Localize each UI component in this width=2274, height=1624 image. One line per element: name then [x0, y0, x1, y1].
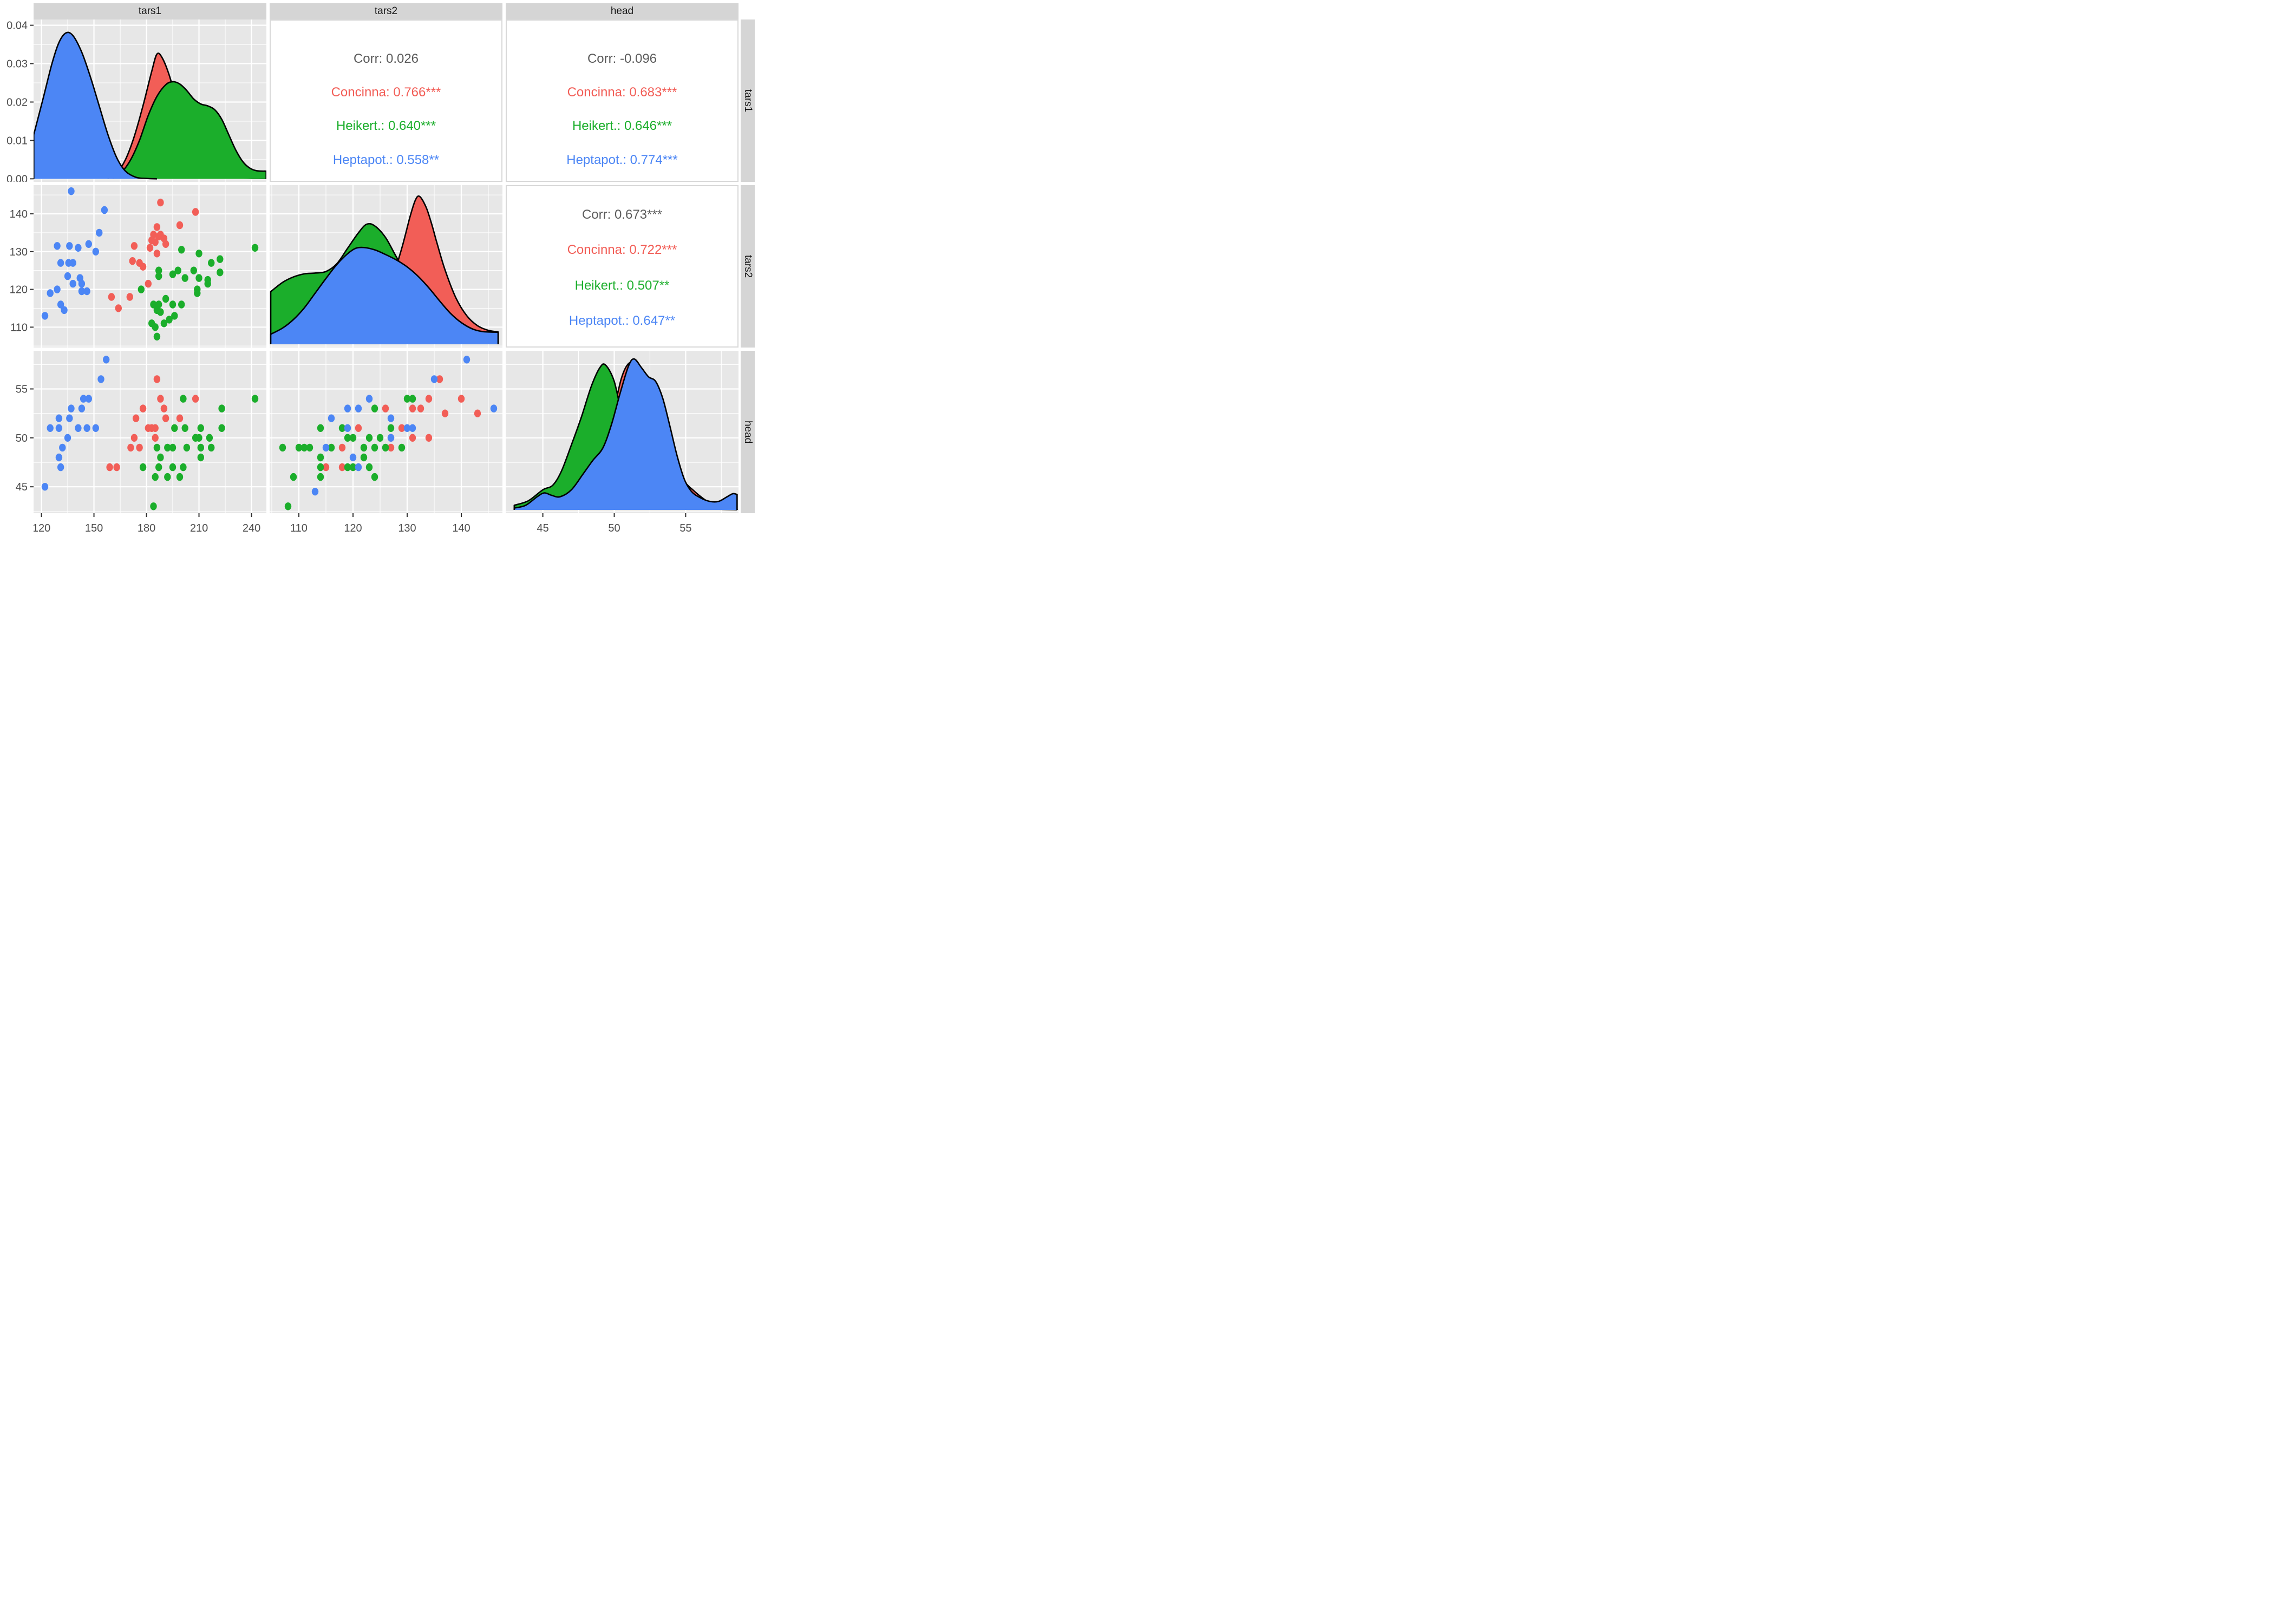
density-outline-Heptapot.: [513, 358, 738, 510]
y-axis-tars2: 110 120 130 140: [10, 208, 34, 333]
gridlines: [270, 351, 502, 513]
svg-text:45: 45: [537, 522, 548, 534]
corr-heptapot-tars1-tars2: Heptapot.: 0.558**: [332, 152, 440, 167]
svg-text:130: 130: [398, 522, 416, 534]
panel-corr-tars1-head: Corr: -0.096 Concinna: 0.683*** Heikert.…: [506, 19, 739, 182]
x-axis-tars1: 120 150 180 210 240: [34, 513, 260, 534]
scatter-points-Heikert.: [279, 395, 416, 510]
y-axis-density-tars1: 0.00 0.01 0.02 0.03 0.04: [6, 20, 34, 182]
svg-text:55: 55: [16, 383, 28, 395]
row-strip-tars2-label: tars2: [742, 254, 754, 278]
column-strip-head-label: head: [610, 5, 634, 17]
column-strip-tars1-label: tars1: [138, 5, 162, 17]
svg-text:140: 140: [10, 208, 28, 220]
svg-text:210: 210: [190, 522, 208, 534]
corr-concinna-tars1-tars2: Concinna: 0.766***: [331, 85, 441, 100]
column-strip-tars2: tars2: [270, 3, 502, 19]
panel-corr-tars2-head: Corr: 0.673*** Concinna: 0.722*** Heiker…: [506, 185, 739, 348]
panel-corr-tars1-tars2: Corr: 0.026 Concinna: 0.766*** Heikert.:…: [270, 19, 502, 182]
panel-density-tars1: [34, 19, 266, 182]
svg-text:0.01: 0.01: [6, 135, 28, 147]
svg-text:130: 130: [10, 246, 28, 258]
corr-concinna-tars2-head: Concinna: 0.722***: [567, 243, 677, 258]
density-outline-Heptapot.: [34, 31, 157, 180]
density-area-Heikert.: [113, 81, 266, 179]
corr-overall-tars1-tars2: Corr: 0.026: [353, 51, 419, 67]
panel-scatter-tars1-tars2: [34, 185, 266, 348]
svg-text:120: 120: [10, 284, 28, 296]
svg-text:0.00: 0.00: [6, 173, 28, 182]
column-strip-tars1: tars1: [34, 3, 266, 19]
panel-background: [270, 351, 502, 513]
svg-text:45: 45: [16, 481, 28, 493]
density-area-Heptapot.: [34, 32, 157, 179]
corr-heptapot-tars1-head: Heptapot.: 0.774***: [566, 152, 678, 167]
gridlines: [34, 185, 266, 348]
scatter-points-Concinna: [106, 375, 199, 472]
corr-heptapot-tars2-head: Heptapot.: 0.647**: [568, 313, 676, 328]
scatter-points-Heptapot.: [41, 187, 108, 320]
svg-text:120: 120: [344, 522, 362, 534]
x-axis-head: 45 50 55: [537, 513, 692, 534]
svg-text:140: 140: [452, 522, 470, 534]
row-strip-head-label: head: [742, 420, 754, 444]
row-strip-tars1: tars1: [741, 19, 755, 182]
density-outline-Heptapot.: [270, 246, 499, 344]
row-strip-tars1-label: tars1: [742, 89, 754, 113]
svg-text:180: 180: [138, 522, 155, 534]
scatter-points-Heptapot.: [41, 356, 110, 491]
svg-text:55: 55: [679, 522, 691, 534]
panel-density-head: [506, 351, 739, 513]
panel-scatter-tars1-head: [34, 351, 266, 513]
svg-text:110: 110: [290, 522, 308, 534]
panel-density-tars2: [270, 185, 502, 348]
x-axis-tars2: 110 120 130 140: [290, 513, 471, 534]
corr-heikert-tars2-head: Heikert.: 0.507**: [574, 278, 670, 293]
svg-text:240: 240: [243, 522, 260, 534]
panel-background: [34, 351, 266, 513]
row-strip-tars2: tars2: [741, 185, 755, 348]
scatter-points-Heikert.: [138, 244, 259, 340]
svg-text:110: 110: [10, 322, 28, 333]
density-area-Heptapot.: [271, 247, 498, 344]
y-axis-head: 45 50 55: [16, 383, 34, 493]
column-strip-head: head: [506, 3, 739, 19]
svg-text:150: 150: [85, 522, 103, 534]
pairs-plot-matrix: tars1 tars2 head tars1 tars2 head 0.00 0.…: [0, 0, 758, 541]
svg-text:50: 50: [16, 433, 28, 444]
panel-scatter-tars2-head: [270, 351, 502, 513]
svg-text:120: 120: [34, 522, 50, 534]
svg-text:0.04: 0.04: [6, 20, 28, 32]
row-strip-head: head: [741, 351, 755, 513]
scatter-points-Concinna: [108, 198, 199, 312]
svg-text:50: 50: [608, 522, 620, 534]
svg-text:0.02: 0.02: [6, 96, 28, 108]
svg-text:0.03: 0.03: [6, 58, 28, 70]
corr-overall-tars2-head: Corr: 0.673***: [581, 207, 663, 222]
corr-heikert-tars1-tars2: Heikert.: 0.640***: [336, 119, 436, 134]
corr-concinna-tars1-head: Concinna: 0.683***: [567, 85, 677, 100]
gridlines: [34, 351, 266, 513]
scatter-points-Heikert.: [139, 395, 259, 510]
scatter-points-Heptapot.: [311, 356, 498, 496]
corr-heikert-tars1-head: Heikert.: 0.646***: [572, 119, 672, 134]
column-strip-tars2-label: tars2: [374, 5, 398, 17]
density-outline-Heikert.: [112, 81, 266, 179]
corr-overall-tars1-head: Corr: -0.096: [587, 51, 657, 67]
